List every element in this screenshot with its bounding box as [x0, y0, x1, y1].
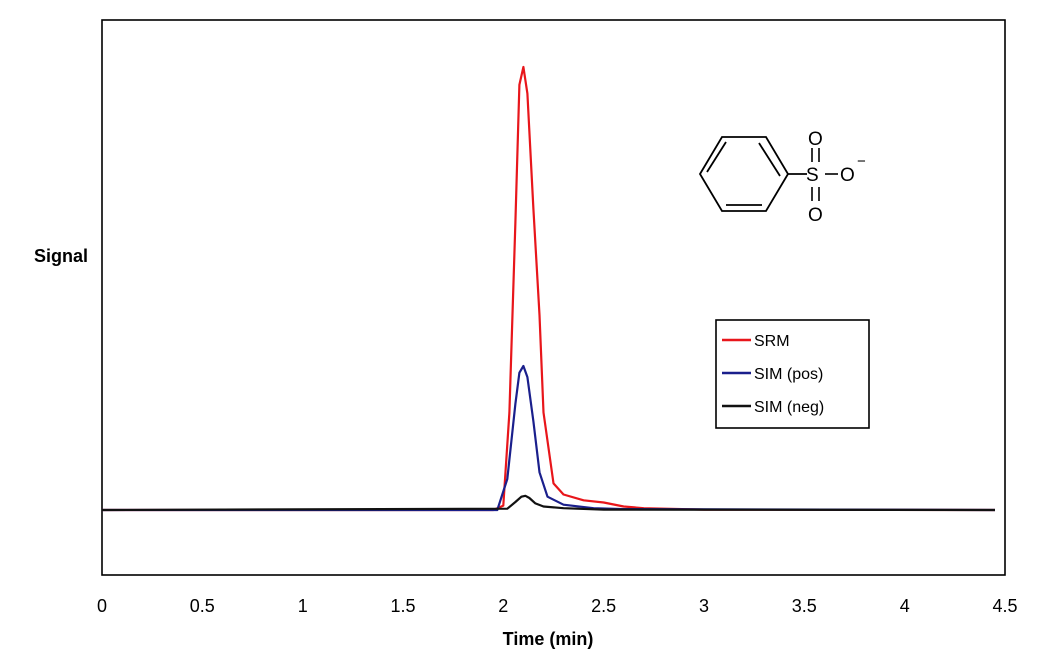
- x-tick-label: 3: [699, 596, 709, 616]
- benzene-double-bond: [758, 142, 781, 177]
- x-tick-label: 0: [97, 596, 107, 616]
- series-layer: [101, 65, 996, 512]
- x-tick-labels: 0 0.5 1 1.5 2 2.5 3 3.5 4 4.5: [97, 596, 1018, 616]
- y-axis-title: Signal: [34, 246, 88, 266]
- legend-label: SIM (pos): [754, 366, 823, 383]
- x-tick-label: 4.5: [992, 596, 1017, 616]
- series-line-srm: [102, 65, 996, 512]
- legend-label: SRM: [754, 333, 790, 350]
- x-tick-label: 1: [298, 596, 308, 616]
- legend-label: SIM (neg): [754, 399, 824, 416]
- x-tick-label: 1.5: [390, 596, 415, 616]
- x-tick-label: 2.5: [591, 596, 616, 616]
- sulfur-atom: S: [806, 165, 819, 186]
- oxygen-bottom-atom: O: [808, 205, 823, 226]
- series-line-sim-neg: [101, 494, 996, 512]
- benzenesulfonate-structure: S O O O −: [698, 129, 866, 226]
- oxygen-top-atom: O: [808, 129, 823, 150]
- benzene-ring: [698, 136, 790, 212]
- plot-frame: [101, 19, 1006, 576]
- benzene-double-bond: [706, 141, 727, 173]
- series-line-sim-pos: [102, 364, 996, 512]
- x-tick-label: 3.5: [792, 596, 817, 616]
- legend-box: [715, 319, 870, 429]
- x-tick-label: 0.5: [190, 596, 215, 616]
- legend: SRM SIM (pos) SIM (neg): [715, 319, 870, 429]
- negative-charge: −: [857, 153, 866, 170]
- x-tick-label: 2: [498, 596, 508, 616]
- oxygen-anion-atom: O: [840, 165, 855, 186]
- x-axis-title: Time (min): [503, 629, 594, 649]
- x-tick-label: 4: [900, 596, 910, 616]
